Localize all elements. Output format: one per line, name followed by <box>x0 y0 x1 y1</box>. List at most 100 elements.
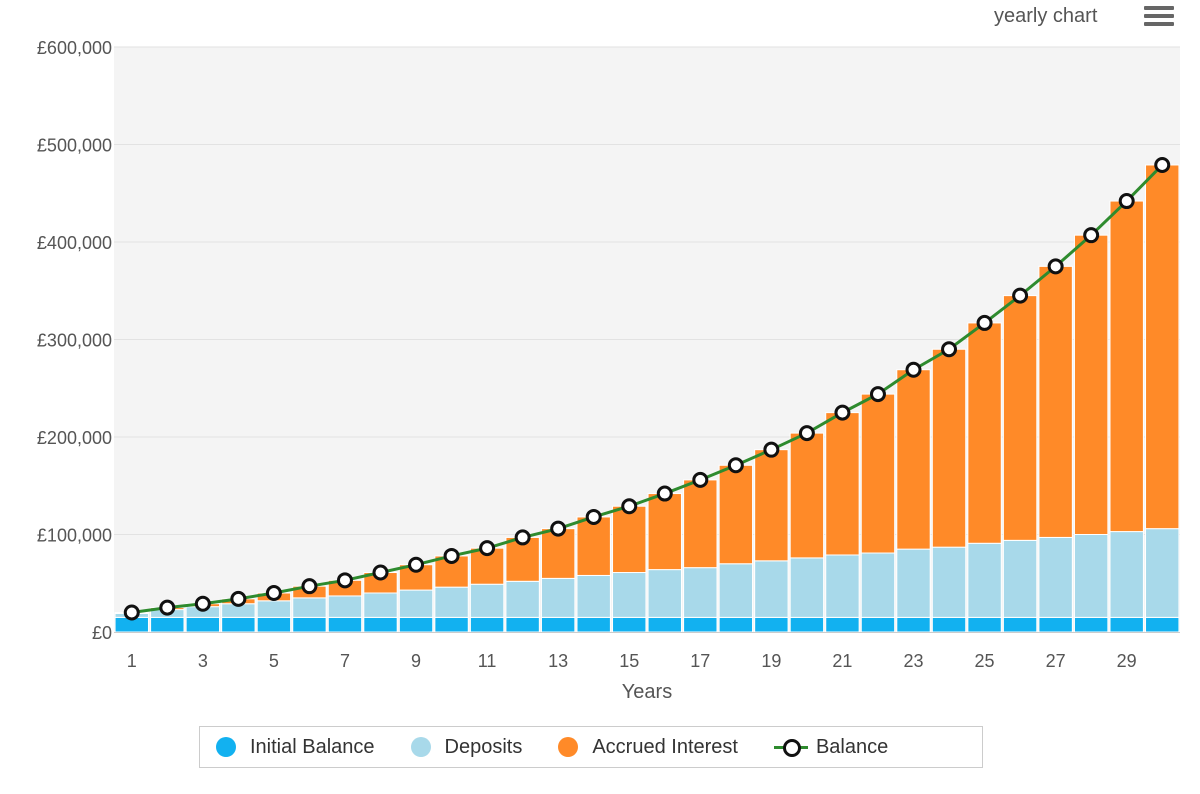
balance-point <box>372 564 389 581</box>
deposits-bar <box>896 548 931 618</box>
balance-point <box>265 585 282 601</box>
initial-balance-bar <box>683 616 718 633</box>
balance-line-series <box>123 156 1171 621</box>
hamburger-menu-icon[interactable] <box>1144 6 1174 30</box>
balance-point <box>905 361 922 378</box>
initial-balance-bar <box>718 616 754 633</box>
balance-line-swatch <box>773 737 808 757</box>
initial-balance-bar <box>256 616 292 633</box>
deposits-bar <box>754 560 789 618</box>
initial-balance-bar <box>505 616 540 633</box>
deposits-bar <box>327 595 363 618</box>
balance-point <box>550 520 567 537</box>
balance-point <box>1154 156 1171 173</box>
legend-item-accrued-interest[interactable]: Accrued Interest <box>558 736 738 759</box>
initial-balance-bar <box>1073 616 1109 633</box>
grid-lines <box>114 46 1180 535</box>
deposits-bar <box>540 577 576 618</box>
deposits-bar <box>647 569 682 618</box>
y-tick-label: £100,000 <box>37 526 112 546</box>
initial-balance-bar <box>540 616 576 633</box>
initial-balance-bar <box>1109 616 1144 633</box>
deposits-bar <box>825 554 860 618</box>
accrued-interest-bar <box>931 348 967 548</box>
x-tick-label: 11 <box>478 651 497 671</box>
accrued-interest-bar <box>647 493 682 571</box>
initial-balance-bar <box>825 616 860 633</box>
x-tick-label: 15 <box>619 651 639 671</box>
initial-balance-bar <box>292 616 327 633</box>
x-tick-label: 25 <box>975 651 995 671</box>
accrued-interest-bar <box>789 432 825 559</box>
deposits-bar <box>789 557 825 618</box>
accrued-interest-bar <box>540 528 576 579</box>
balance-point <box>941 341 958 358</box>
accrued-interest-bar <box>1145 164 1180 530</box>
balance-point <box>656 485 673 502</box>
initial-balance-bar <box>860 616 896 633</box>
x-tick-label: 13 <box>548 651 568 671</box>
y-tick-label: £300,000 <box>37 331 112 351</box>
accrued-interest-bar <box>576 516 611 576</box>
y-tick-label: £500,000 <box>37 136 112 156</box>
accrued-interest-bar <box>825 412 860 556</box>
balance-point <box>692 471 709 488</box>
accrued-interest-bar <box>718 464 754 565</box>
initial-balance-bar <box>398 616 434 633</box>
accrued-interest-bar <box>896 369 931 550</box>
chart-title: yearly chart <box>994 5 1098 27</box>
initial-balance-swatch <box>216 737 236 757</box>
initial-balance-bar <box>1038 616 1073 633</box>
x-tick-label: 23 <box>903 651 923 671</box>
accrued-interest-bar <box>860 393 896 554</box>
accrued-interest-bar <box>1073 234 1109 536</box>
initial-balance-bar <box>754 616 789 633</box>
initial-balance-bar <box>1145 616 1180 633</box>
y-tick-label: £200,000 <box>37 428 112 448</box>
x-tick-label: 3 <box>198 651 208 671</box>
accrued-interest-swatch <box>558 737 579 757</box>
balance-point <box>479 540 496 557</box>
deposits-bar <box>292 597 327 618</box>
y-tick-label: £600,000 <box>37 38 112 58</box>
y-tick-label: £400,000 <box>37 233 112 253</box>
deposits-swatch <box>410 737 431 757</box>
accrued-interest-bar <box>683 479 718 569</box>
legend-item-initial-balance[interactable]: Initial Balance <box>216 736 375 759</box>
x-tick-label: 19 <box>761 651 781 671</box>
accrued-interest-bar <box>1002 295 1038 541</box>
x-tick-label: 1 <box>127 651 137 671</box>
initial-balance-bar <box>896 616 931 633</box>
legend-label: Deposits <box>444 735 523 758</box>
legend-label: Accrued Interest <box>592 735 738 758</box>
initial-balance-bar <box>327 616 363 633</box>
balance-point <box>834 404 851 421</box>
balance-point <box>443 547 460 564</box>
deposits-bar <box>469 583 505 618</box>
balance-point <box>621 498 638 515</box>
deposits-bar <box>683 567 718 618</box>
legend-item-deposits[interactable]: Deposits <box>410 735 523 759</box>
balance-point <box>798 425 815 442</box>
x-axis: 1 3 5 7 9 11 13 15 17 19 21 23 25 27 29 <box>114 632 1180 671</box>
initial-balance-bar <box>931 616 967 633</box>
legend: Initial Balance Deposits Accrued Interes… <box>199 726 983 768</box>
balance-point <box>869 386 886 403</box>
deposits-bar <box>612 572 647 618</box>
accrued-interest-bar <box>612 505 647 574</box>
y-axis: £0 £100,000 £200,000 £300,000 £400,000 £500,0… <box>37 38 112 643</box>
deposits-bar <box>1073 534 1109 618</box>
balance-point <box>301 578 318 595</box>
deposits-bar <box>718 563 754 618</box>
balance-point <box>727 457 744 474</box>
bars <box>114 164 1180 633</box>
accrued-interest-bar <box>1038 265 1073 538</box>
legend-item-balance[interactable]: Balance <box>773 736 888 759</box>
y-tick-label: £0 <box>92 623 112 643</box>
legend-label: Initial Balance <box>250 735 375 758</box>
initial-balance-bar <box>789 616 825 633</box>
x-tick-label: 5 <box>269 651 279 671</box>
deposits-bar <box>967 542 1002 618</box>
